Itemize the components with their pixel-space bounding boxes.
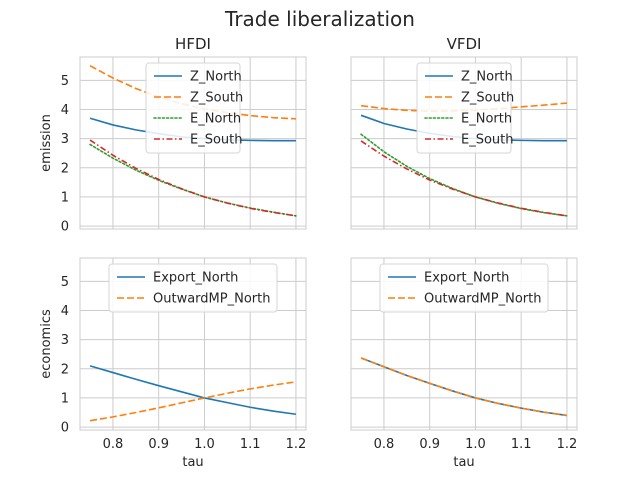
y-tick-label: 5 [61,74,69,89]
legend-label: E_South [190,133,243,148]
y-tick-label: 5 [61,275,69,290]
subplots-grid: 0 1 2 3 4 5 HFDI emission Z_North Z_South E_North E… [39,35,578,470]
legend: Z_North Z_South E_North E_South [416,62,514,154]
legend-label: Export_North [153,271,238,286]
legend-label: Z_North [461,70,513,85]
panel-title: HFDI [175,35,211,53]
y-tick-label: 4 [61,103,69,118]
panel-3: 0 1 2 3 4 5 0.8 0.9 1.0 1.1 1.2 economics tau Export_… [39,257,307,470]
series-line-e-south [89,139,297,217]
legend-label: OutwardMP_North [424,292,541,307]
y-tick-label: 1 [61,190,69,205]
panel-title: VFDI [447,35,482,53]
x-axis-label: tau [453,455,474,470]
legend-label: Export_North [424,271,509,286]
panel-1: 0 1 2 3 4 5 HFDI emission Z_North Z_South E_North E… [39,35,307,235]
panel-2: VFDI Z_North Z_South E_North E_South [350,35,578,230]
legend-label: Z_North [190,70,242,85]
series-group [89,365,297,422]
legend: Export_North OutwardMP_North [379,263,549,313]
x-tick-label: 1.1 [511,437,532,452]
panel-4: 0.8 0.9 1.0 1.1 1.2 tau Export_North OutwardMP_… [350,257,578,470]
legend-label: Z_South [461,91,514,106]
x-tick-label: 0.8 [374,437,395,452]
axes-frame [350,56,578,230]
x-tick-label: 1.1 [240,437,261,452]
y-tick-label: 4 [61,304,69,319]
y-tick-label: 3 [61,333,69,348]
legend-label: E_North [461,112,512,127]
legend-box [379,263,549,313]
y-axis-label: economics [39,309,54,379]
y-axis-label: emission [39,114,54,172]
figure-title: Trade liberalization [224,7,415,31]
axes-frame [79,56,307,230]
series-line-export-north [89,365,297,416]
x-tick-label: 1.0 [194,437,215,452]
legend-label: E_North [190,112,241,127]
legend: Export_North OutwardMP_North [108,263,278,313]
y-tick-label: 3 [61,132,69,147]
x-tick-label: 0.9 [148,437,169,452]
x-tick-label: 1.2 [286,437,307,452]
y-tick-label: 0 [61,220,69,235]
legend: Z_North Z_South E_North E_South [145,62,243,154]
x-tick-label: 0.9 [419,437,440,452]
legend-label: E_South [461,133,514,148]
y-tick-label: 2 [61,362,69,377]
series-group [360,357,568,417]
legend-label: OutwardMP_North [153,292,270,307]
legend-label: Z_South [190,91,243,106]
y-tick-label: 0 [61,421,69,436]
series-line-e-south [360,140,568,217]
y-tick-label: 2 [61,161,69,176]
legend-box [108,263,278,313]
x-tick-label: 1.2 [557,437,578,452]
y-tick-label: 1 [61,391,69,406]
legend-box [416,62,512,154]
series-line-outwardmp-north [360,357,568,417]
legend-box [145,62,241,154]
x-tick-label: 1.0 [465,437,486,452]
x-axis-label: tau [182,455,203,470]
axes-frame [79,257,307,431]
axes-frame [350,257,578,431]
x-tick-label: 0.8 [103,437,124,452]
series-line-outwardmp-north [89,381,297,422]
